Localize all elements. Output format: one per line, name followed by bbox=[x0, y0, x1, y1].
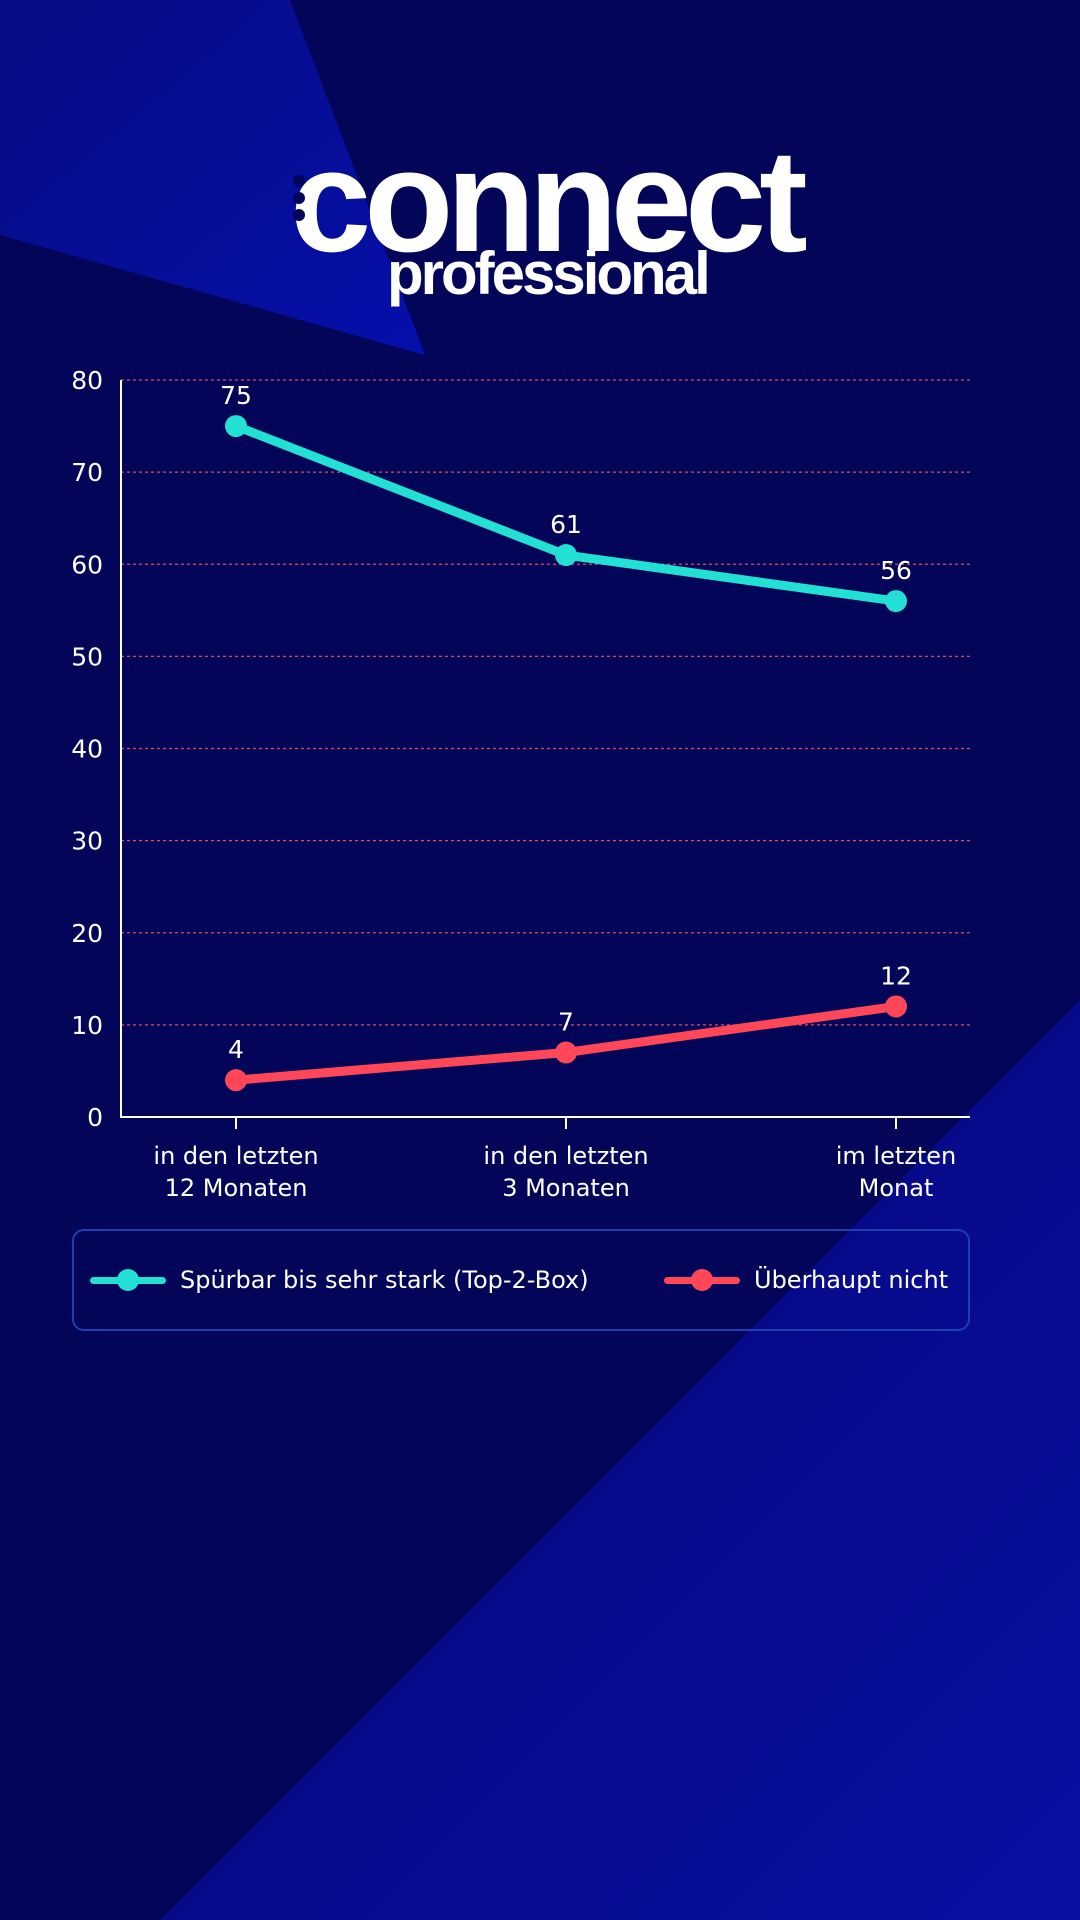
line-chart: 0 10 20 30 40 50 60 70 80 in den letzten 12 Monate… bbox=[71, 366, 970, 1202]
x-category-label-line: 3 Monaten bbox=[502, 1174, 630, 1202]
x-category-label-line: im letzten bbox=[836, 1142, 957, 1170]
series-1-data-label-2: 12 bbox=[880, 961, 912, 990]
top-left-triangle bbox=[0, 0, 425, 355]
x-category-label-line: in den letzten bbox=[483, 1142, 648, 1170]
x-category-label-2: im letzten Monat bbox=[836, 1142, 957, 1202]
y-tick-label-70: 70 bbox=[71, 458, 103, 487]
y-tick-label-60: 60 bbox=[71, 550, 103, 579]
y-tick-label-0: 0 bbox=[87, 1103, 103, 1132]
y-tick-label-30: 30 bbox=[71, 827, 103, 856]
series-0-point-2 bbox=[885, 590, 907, 613]
x-category-label-line: Monat bbox=[859, 1174, 934, 1202]
series-0-point-1 bbox=[555, 544, 577, 567]
labels: 0 10 20 30 40 50 60 70 80 in den letzten 12 Monate… bbox=[71, 366, 956, 1202]
series-0-data-label-2: 56 bbox=[880, 556, 912, 585]
x-category-label-0: in den letzten 12 Monaten bbox=[153, 1142, 318, 1202]
legend-item-top2: Spürbar bis sehr stark (Top-2-Box) bbox=[90, 1231, 589, 1329]
series-0-point-0 bbox=[225, 415, 247, 438]
logo-main-text: connect bbox=[290, 119, 808, 282]
y-tick-label-10: 10 bbox=[71, 1011, 103, 1040]
series-1-data-label-0: 4 bbox=[228, 1035, 244, 1064]
legend-dot-top2 bbox=[117, 1269, 139, 1291]
series-0-data-label-0: 75 bbox=[220, 381, 252, 410]
y-tick-label-80: 80 bbox=[71, 366, 103, 395]
connect-professional-logo: connect professional bbox=[290, 128, 808, 310]
legend-dot-none bbox=[691, 1269, 713, 1291]
y-tick-label-20: 20 bbox=[71, 919, 103, 948]
series-1-point-0 bbox=[225, 1069, 247, 1092]
y-tick-label-40: 40 bbox=[71, 735, 103, 764]
axes bbox=[120, 380, 970, 1129]
x-category-label-line: 12 Monaten bbox=[165, 1174, 308, 1202]
gridlines bbox=[121, 379, 970, 1026]
x-category-label-1: in den letzten 3 Monaten bbox=[483, 1142, 648, 1202]
logo-dots-icon bbox=[293, 175, 307, 225]
series-1-point-2 bbox=[885, 995, 907, 1018]
legend-label-none: Überhaupt nicht bbox=[754, 1266, 949, 1294]
x-category-label-line: in den letzten bbox=[153, 1142, 318, 1170]
series-1-data-label-1: 7 bbox=[558, 1008, 574, 1037]
series-0-data-label-1: 61 bbox=[550, 510, 582, 539]
legend-item-none: Überhaupt nicht bbox=[664, 1231, 948, 1329]
y-tick-label-50: 50 bbox=[71, 642, 103, 671]
series bbox=[225, 415, 907, 1092]
legend-swatch-none bbox=[664, 1268, 740, 1292]
legend-swatch-top2 bbox=[90, 1268, 166, 1292]
chart-legend: Spürbar bis sehr stark (Top-2-Box) Überh… bbox=[72, 1229, 970, 1331]
legend-label-top2: Spürbar bis sehr stark (Top-2-Box) bbox=[180, 1266, 589, 1294]
logo-sub-text: professional bbox=[387, 240, 711, 307]
series-1-point-1 bbox=[555, 1041, 577, 1064]
